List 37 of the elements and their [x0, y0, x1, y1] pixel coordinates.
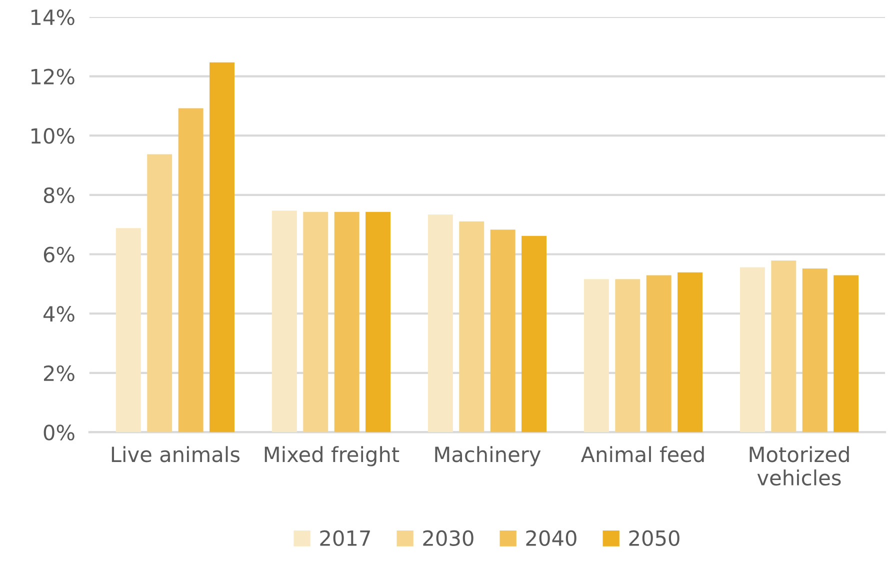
y-tick-label: 10%: [31, 128, 74, 144]
x-tick-label: Motorized vehicles: [750, 446, 849, 486]
bar: [678, 272, 703, 432]
y-tick-label: 6%: [44, 246, 74, 262]
legend-label: 2040: [526, 530, 576, 546]
bar: [740, 267, 765, 432]
bar: [366, 212, 391, 432]
bar: [584, 279, 609, 432]
bar: [147, 154, 172, 432]
bar: [522, 236, 547, 432]
y-tick-label: 8%: [44, 187, 74, 204]
legend-label: 2030: [423, 530, 474, 546]
bar: [272, 210, 297, 432]
y-tick-label: 14%: [31, 9, 74, 26]
bar: [428, 214, 453, 432]
y-tick-label: 0%: [44, 424, 74, 440]
bar: [303, 212, 328, 432]
legend-label: 2050: [629, 530, 680, 546]
bar: [646, 275, 672, 432]
x-tick-label: Live animals: [112, 446, 240, 462]
y-tick-label: 12%: [31, 68, 74, 84]
bar: [178, 108, 204, 432]
bar: [615, 279, 640, 432]
bar: [802, 268, 828, 432]
y-tick-label: 4%: [43, 306, 74, 322]
bar: [834, 275, 859, 432]
x-tick-label: Animal feed: [580, 446, 704, 462]
bar: [771, 260, 796, 432]
y-tick-label: 2%: [44, 365, 74, 382]
bar: [210, 62, 234, 432]
x-tick-label: Machinery: [435, 446, 541, 466]
bar: [459, 221, 484, 432]
bar: [490, 230, 516, 432]
bar: [116, 228, 141, 432]
bar: [334, 212, 360, 432]
x-tick-label: Mixed freight: [264, 446, 400, 466]
legend-label: 2017: [320, 530, 370, 546]
